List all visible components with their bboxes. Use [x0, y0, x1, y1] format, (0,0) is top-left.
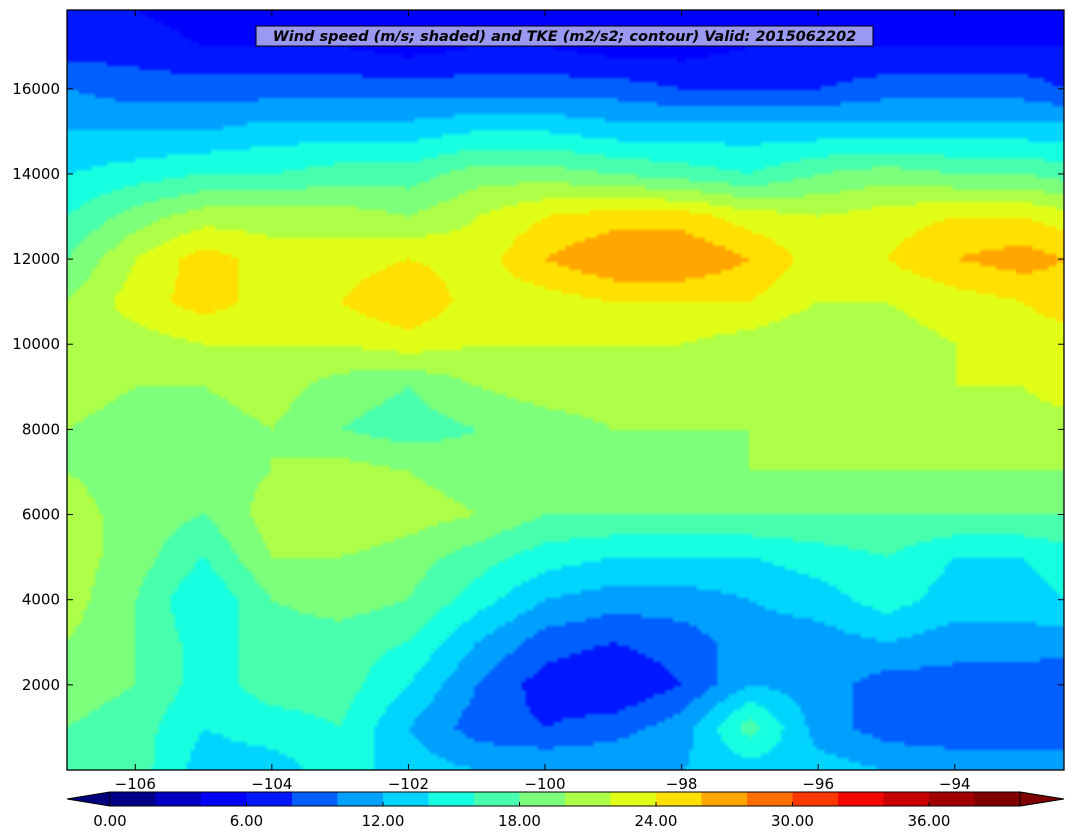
x-axis: −106 −104 −102 −100 −98 −96 −94 [115, 10, 971, 793]
colorbar-swatch [110, 792, 156, 806]
colorbar-frame [109, 791, 1021, 807]
colorbar-tick-label: 12.00 [362, 812, 405, 830]
y-tick-label: 6000 [22, 506, 60, 524]
colorbar-swatch [246, 792, 293, 806]
y-tick-label: 8000 [22, 420, 60, 438]
y-tick-label: 10000 [12, 335, 60, 353]
colorbar-swatch [792, 792, 839, 806]
colorbar-swatch [565, 792, 611, 806]
x-tick-label: −98 [666, 775, 698, 793]
x-tick-label: −104 [251, 775, 292, 793]
chart-title-background [255, 25, 874, 47]
colorbar-swatch [428, 792, 475, 806]
colorbar-swatch [747, 792, 793, 806]
colorbar-swatch [155, 792, 202, 806]
colorbar-swatch [974, 792, 1021, 806]
y-axis: 2000 4000 6000 8000 10000 12000 14000 16000 [12, 80, 1064, 694]
colorbar-tick-label: 30.00 [771, 812, 814, 830]
y-tick-label: 4000 [22, 591, 60, 609]
colorbar-swatch [838, 792, 884, 806]
colorbar-tick-label: 36.00 [908, 812, 951, 830]
colorbar-swatch [337, 792, 384, 806]
colorbar-swatch [292, 792, 338, 806]
y-tick-label: 16000 [12, 80, 60, 98]
wind-speed-field [67, 10, 1064, 770]
colorbar-over-arrow [1019, 791, 1065, 807]
colorbar-swatch [383, 792, 429, 806]
colorbar-swatch [474, 792, 520, 806]
x-tick-label: −96 [802, 775, 834, 793]
x-tick-label: −106 [115, 775, 156, 793]
x-tick-label: −94 [939, 775, 971, 793]
colorbar-tick-label: 18.00 [498, 812, 541, 830]
colorbar-under-arrow [66, 791, 111, 807]
chart-title-box: Wind speed (m/s; shaded) and TKE (m2/s2;… [255, 25, 874, 47]
x-tick-label: −102 [388, 775, 429, 793]
plot-area [67, 10, 1064, 770]
colorbar-swatch [883, 792, 930, 806]
y-tick-label: 12000 [12, 250, 60, 268]
colorbar-swatch [656, 792, 702, 806]
colorbar-swatch [610, 792, 657, 806]
colorbar-swatch [701, 792, 748, 806]
colorbar-tick-label: 6.00 [230, 812, 263, 830]
colorbar-tick-label: 0.00 [93, 812, 126, 830]
colorbar-swatch [519, 792, 566, 806]
y-tick-label: 14000 [12, 165, 60, 183]
chart-title: Wind speed (m/s; shaded) and TKE (m2/s2;… [273, 29, 857, 45]
colorbar: 0.00 6.00 12.00 18.00 24.00 30.00 36.00 [66, 791, 1065, 830]
colorbar-swatch [929, 792, 975, 806]
colorbar-tick-label: 24.00 [635, 812, 678, 830]
y-tick-label: 2000 [22, 676, 60, 694]
x-tick-label: −100 [524, 775, 565, 793]
plot-frame [66, 9, 1065, 771]
colorbar-swatch [201, 792, 247, 806]
